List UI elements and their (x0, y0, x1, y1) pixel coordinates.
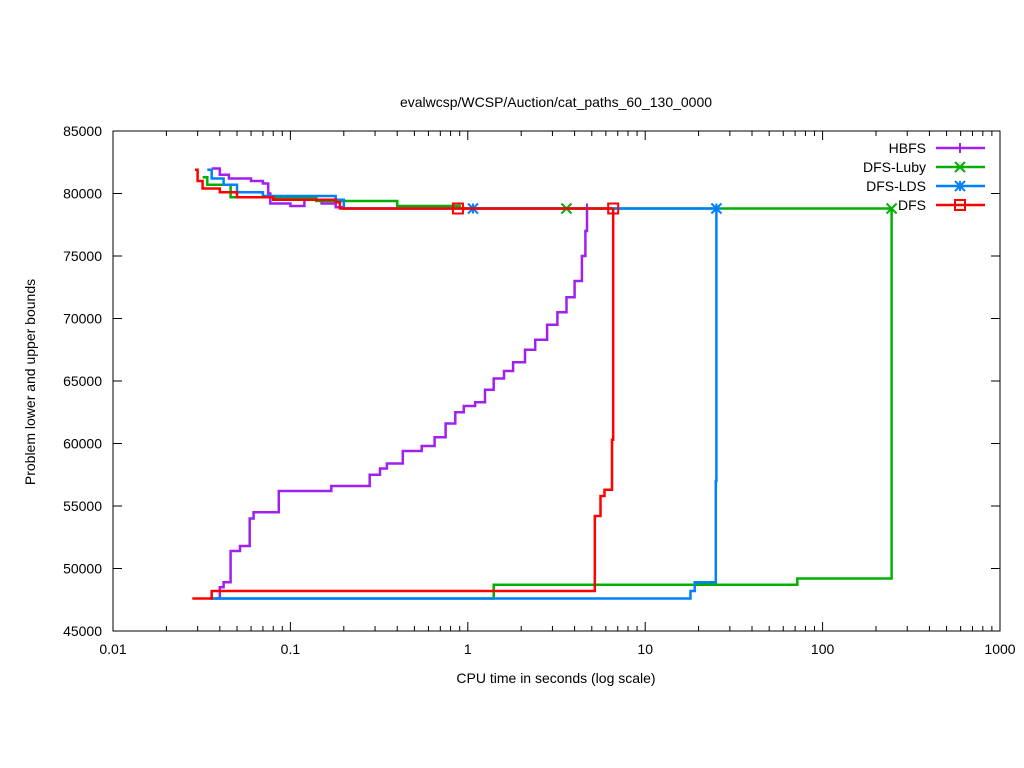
legend-label: DFS-Luby (863, 159, 926, 175)
x-tick-label: 1000 (984, 641, 1015, 657)
y-tick-label: 70000 (63, 311, 102, 327)
y-tick-label: 55000 (63, 498, 102, 514)
series-hbfs-lower-bound (215, 208, 589, 600)
legend-item-dfs-lds: DFS-LDS (866, 178, 985, 194)
y-tick-label: 85000 (63, 123, 102, 139)
x-tick-label: 100 (811, 641, 835, 657)
marker-stroke (710, 202, 723, 215)
marker-stroke (607, 202, 620, 215)
legend-marker (954, 180, 966, 192)
legend-label: DFS (898, 197, 926, 213)
y-tick-label: 80000 (63, 186, 102, 202)
y-tick-label: 60000 (63, 436, 102, 452)
series-layer (192, 167, 898, 600)
legend-marker (954, 161, 966, 173)
series-dfs-luby-end-point (885, 202, 898, 215)
series-dfs-lds-lower-bound (209, 208, 718, 600)
x-tick-label: 0.01 (99, 641, 126, 657)
legend-label: HBFS (889, 140, 926, 156)
marker-stroke (954, 180, 966, 192)
x-tick-label: 1 (464, 641, 472, 657)
y-tick-label: 65000 (63, 373, 102, 389)
series-dfs-lds-upper-bound (207, 168, 716, 210)
x-tick-label: 0.1 (281, 641, 301, 657)
legend-item-dfs-luby: DFS-Luby (863, 159, 985, 175)
series-dfs-upper-bound (195, 168, 614, 210)
marker-stroke (451, 202, 464, 215)
y-tick-label: 45000 (63, 623, 102, 639)
chart-title: evalwcsp/WCSP/Auction/cat_paths_60_130_0… (400, 94, 712, 110)
marker-stroke (954, 161, 966, 173)
marker-stroke (954, 199, 966, 211)
y-tick-label: 75000 (63, 248, 102, 264)
x-axis-label: CPU time in seconds (log scale) (456, 670, 655, 686)
legend-item-hbfs: HBFS (889, 140, 985, 156)
series-dfs-point (451, 202, 464, 215)
marker-stroke (885, 202, 898, 215)
legend: HBFS DFS-Luby DFS-LDS DFS (863, 140, 985, 213)
y-axis-label: Problem lower and upper bounds (22, 279, 38, 485)
legend-marker (955, 143, 965, 153)
axes: 0.01 0.1 1 10 100 1000 45000 50000 55000 60000 650… (63, 123, 1016, 657)
series-dfs (192, 168, 620, 600)
y-tick-label: 50000 (63, 561, 102, 577)
legend-label: DFS-LDS (866, 178, 926, 194)
legend-marker (954, 199, 966, 211)
series-dfs-lower-bound (192, 208, 615, 600)
series-dfs-end-point (607, 202, 620, 215)
x-tick-label: 10 (637, 641, 653, 657)
legend-item-dfs: DFS (898, 197, 985, 213)
series-dfs-lds-end-point (710, 202, 723, 215)
